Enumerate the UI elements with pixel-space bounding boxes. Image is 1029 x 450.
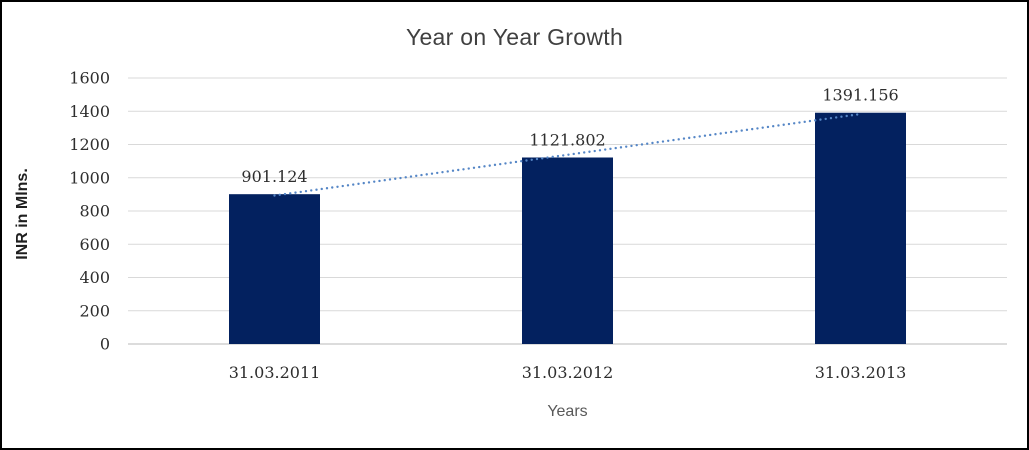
y-tick-label: 1400 <box>69 102 110 121</box>
y-tick-label: 600 <box>79 235 110 254</box>
data-label: 901.124 <box>241 167 307 186</box>
y-tick-label: 1200 <box>69 135 110 154</box>
x-axis-title: Years <box>547 403 588 420</box>
bar <box>815 112 906 345</box>
y-tick-label: 400 <box>79 268 110 287</box>
y-tick-label: 1600 <box>69 69 110 88</box>
chart-title: Year on Year Growth <box>405 24 624 50</box>
y-tick-label: 800 <box>79 202 110 221</box>
y-tick-label: 1000 <box>69 168 110 187</box>
trendline <box>273 112 862 197</box>
bar <box>522 157 613 344</box>
bar <box>229 194 320 344</box>
y-tick-label: 200 <box>79 301 110 320</box>
x-tick-label: 31.03.2011 <box>229 363 321 382</box>
x-tick-label: 31.03.2012 <box>522 363 614 382</box>
y-tick-label: 0 <box>100 335 110 354</box>
x-tick-label: 31.03.2013 <box>815 363 907 382</box>
data-label: 1121.802 <box>529 131 605 150</box>
data-label: 1391.156 <box>822 86 898 105</box>
